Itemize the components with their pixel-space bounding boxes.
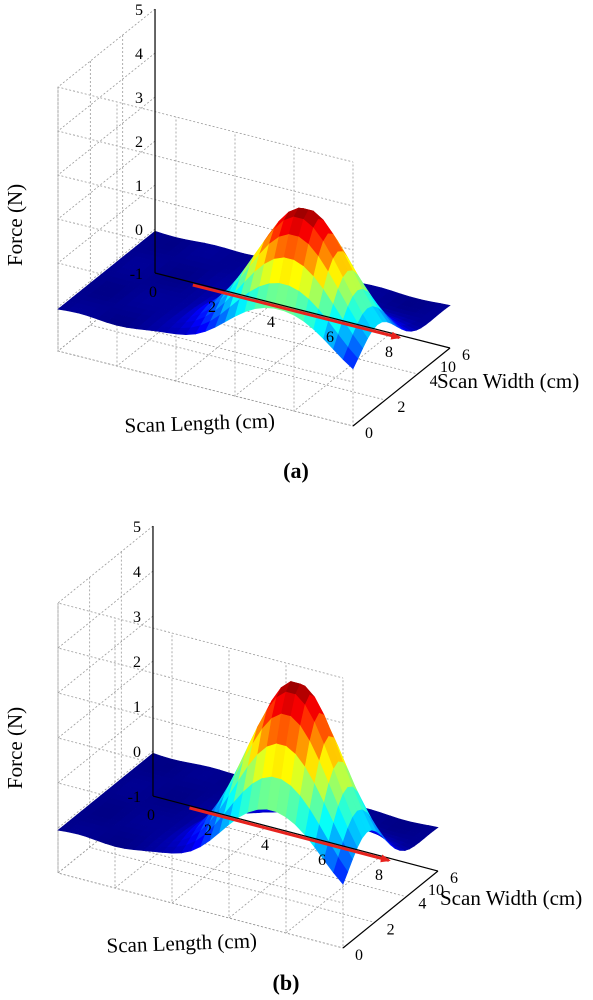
gridline	[234, 132, 333, 397]
x-tick-label: 8	[385, 344, 393, 361]
x-tick-label: 2	[204, 822, 212, 839]
gridline	[171, 633, 268, 904]
y-tick-label: 2	[387, 921, 395, 938]
x-tick-label: 2	[208, 299, 216, 316]
z-tick-label: 1	[133, 699, 141, 716]
panel-label-b: (b)	[273, 970, 300, 995]
z-tick-label: 0	[133, 744, 141, 761]
y-axis-label: Scan Width (cm)	[440, 886, 582, 910]
z-tick-label: 5	[133, 519, 141, 536]
surface-plot-a: 0 2 4 6 8 10 0 2 4 6 -1 0 1 2 3 4 5 Force (N) Scan Lengt…	[3, 2, 579, 483]
y-tick-label: 0	[365, 425, 373, 442]
z-tick-label: 3	[133, 609, 141, 626]
z-tick-label: 4	[135, 46, 143, 63]
x-axis-label: Scan Length (cm)	[106, 928, 257, 957]
y-tick-label: 2	[397, 399, 405, 416]
y-tick-label: 4	[430, 373, 438, 390]
x-axis-label: Scan Length (cm)	[124, 408, 275, 437]
panel-label-a: (a)	[283, 458, 309, 483]
surface-patch	[333, 857, 349, 885]
z-tick-label: 3	[135, 90, 143, 107]
gridline	[89, 61, 386, 401]
x-tick-label: 0	[149, 284, 157, 301]
gridline	[57, 87, 354, 427]
x-tick-label: 10	[428, 882, 444, 899]
z-tick-label: -1	[130, 266, 143, 283]
x-tick-label: 8	[375, 867, 383, 884]
y-tick-label: 4	[418, 896, 426, 913]
z-tick-label: -1	[128, 789, 141, 806]
y-tick-label: 0	[355, 947, 363, 964]
y-tick-label: 6	[462, 347, 470, 364]
y-tick-label: 6	[450, 870, 458, 887]
z-tick-label: 5	[135, 2, 143, 19]
gridline	[57, 52, 354, 207]
gridline	[89, 577, 375, 923]
y-axis-line	[342, 870, 439, 949]
x-tick-label: 0	[147, 807, 155, 824]
surface-plot-b: 0 2 4 6 8 10 0 2 4 6 -1 0 1 2 3 4 5 Force (N) Scan Lengt…	[3, 519, 582, 995]
surface-patch	[342, 346, 359, 370]
gridline	[228, 648, 325, 919]
y-axis-label: Scan Width (cm)	[437, 369, 579, 393]
z-tick-label: 4	[133, 564, 141, 581]
scan-direction-arrow	[189, 806, 391, 863]
gridline	[57, 660, 344, 814]
z-tick-label: 2	[135, 134, 143, 151]
gridline	[57, 8, 354, 163]
z-tick-label: 1	[135, 178, 143, 195]
x-tick-label: 4	[267, 314, 275, 331]
x-tick-label: 10	[440, 359, 456, 376]
gridline	[57, 525, 344, 679]
x-tick-label: 4	[261, 837, 269, 854]
z-tick-label: 2	[133, 654, 141, 671]
y-axis-line	[352, 347, 451, 427]
z-axis-label: Force (N)	[3, 184, 27, 266]
z-tick-label: 0	[135, 222, 143, 239]
scan-direction-arrow	[192, 283, 402, 340]
x-tick-label: 6	[326, 329, 334, 346]
gridline	[57, 603, 344, 949]
z-axis-label: Force (N)	[3, 707, 27, 789]
x-tick-label: 6	[318, 852, 326, 869]
